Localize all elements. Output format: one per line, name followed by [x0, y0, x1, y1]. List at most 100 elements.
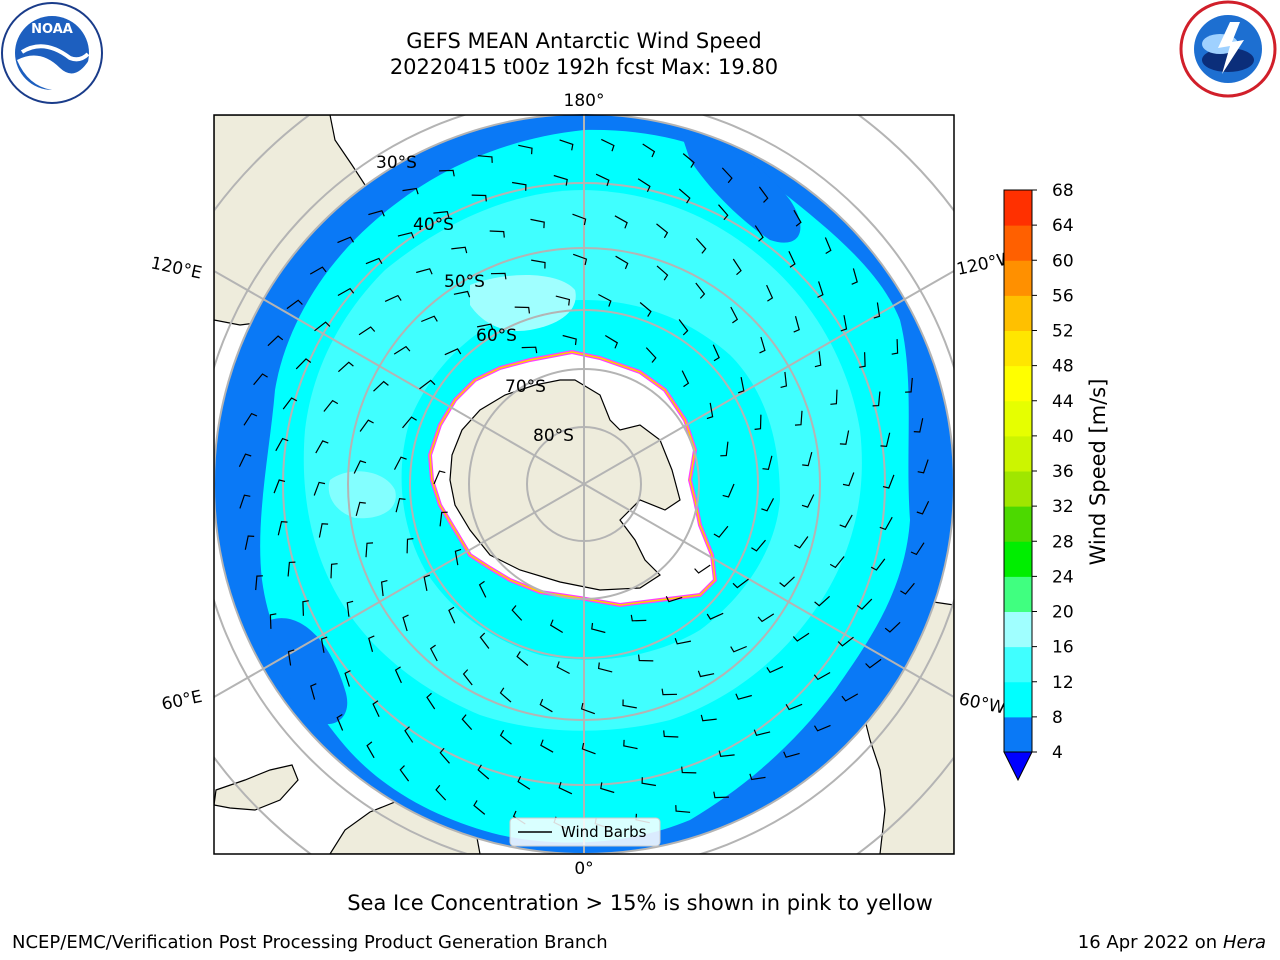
colorbar-tick-label: 12	[1052, 673, 1074, 693]
wind-barb	[645, 347, 657, 363]
wind-barb	[597, 662, 613, 673]
wind-barb	[462, 669, 473, 686]
colorbar-segment	[1004, 190, 1032, 226]
colorbar-under-arrow	[1003, 751, 1033, 782]
wind-barb	[706, 402, 714, 420]
wind-barb	[310, 683, 317, 700]
wind-barb	[539, 698, 553, 713]
colorbar-segment	[1004, 506, 1032, 542]
wind-barb	[323, 399, 339, 412]
wind-barb	[681, 766, 697, 774]
wind-barb	[891, 339, 899, 355]
wind-barb	[337, 287, 355, 297]
wind-barb	[794, 410, 803, 426]
wind-barb	[287, 649, 295, 666]
wind-barbs-legend: Wind Barbs	[509, 817, 661, 847]
wind-barb	[732, 258, 742, 276]
wind-barb	[451, 246, 468, 254]
wind-barb	[721, 167, 733, 184]
wind-barb	[540, 739, 554, 753]
wind-barb	[404, 726, 414, 743]
wind-barb	[824, 237, 832, 255]
wind-barb	[315, 440, 329, 454]
footer-branch: NCEP/EMC/Verification Post Processing Pr…	[12, 932, 608, 953]
wind-barb	[517, 775, 531, 790]
lat-label-70s: 70°S	[505, 377, 546, 397]
wind-barb	[426, 692, 436, 710]
colorbar-segment	[1004, 435, 1032, 472]
wind-barb	[553, 174, 568, 186]
colorbar-tick-label: 60	[1052, 251, 1074, 271]
nws-logo	[1179, 0, 1277, 98]
wind-barb	[313, 481, 326, 496]
wind-barb	[556, 661, 570, 675]
wind-barb	[802, 451, 813, 467]
wind-barb	[722, 483, 735, 498]
wind-barb	[365, 257, 383, 265]
wind-barb	[851, 268, 858, 285]
wind-barb	[712, 344, 720, 362]
wind-barb	[243, 412, 258, 426]
wind-barb	[873, 302, 881, 319]
wind-barb	[359, 419, 374, 432]
wind-barb	[402, 416, 417, 429]
wind-barb	[794, 536, 809, 549]
wind-barb	[766, 284, 774, 302]
wind-barb	[713, 525, 729, 538]
wind-barb	[678, 319, 689, 336]
colorbar-segment	[1004, 716, 1032, 753]
noaa-logo: NOAA	[1, 2, 103, 104]
wind-barb	[759, 336, 766, 354]
map-title: GEFS MEAN Antarctic Wind Speed	[406, 29, 762, 53]
wind-barb	[749, 773, 766, 781]
wind-barb	[238, 453, 252, 467]
wind-barb	[549, 619, 564, 634]
wind-barb	[830, 389, 838, 405]
wind-barb	[678, 188, 691, 204]
wind-barb	[275, 437, 289, 452]
wind-barb	[478, 580, 487, 598]
lon-label-0: 0°	[574, 859, 593, 879]
wind-barb	[754, 225, 764, 242]
wind-barb	[641, 777, 656, 787]
wind-barb	[282, 397, 298, 410]
wind-barb	[558, 781, 573, 795]
wind-barb	[314, 321, 331, 332]
colorbar-segment	[1004, 611, 1032, 648]
wind-barb	[393, 345, 411, 355]
wind-barb	[461, 714, 473, 731]
wind-barb	[900, 582, 915, 595]
wind-barb	[393, 456, 407, 470]
colorbar-tick-label: 64	[1052, 216, 1074, 236]
wind-barb	[253, 373, 268, 386]
colorbar-segment	[1004, 646, 1032, 683]
wind-barb	[758, 186, 769, 203]
wind-barb	[598, 293, 612, 307]
colorbar-segment	[1004, 365, 1032, 402]
wind-barb	[917, 459, 929, 474]
wind-barb	[471, 194, 487, 202]
wind-barb	[384, 294, 402, 302]
wind-barb	[642, 143, 656, 158]
wind-barb	[580, 702, 596, 715]
wind-barb	[656, 265, 669, 281]
colorbar-segment	[1004, 295, 1032, 331]
wind-barb	[637, 178, 651, 193]
wind-speed-field	[214, 114, 954, 854]
colorbar-tick-label: 32	[1052, 497, 1074, 517]
colorbar-segment	[1004, 260, 1032, 296]
landmass-madagascar	[214, 764, 299, 811]
lon-label-60w: 60°W	[957, 689, 1007, 718]
wind-barb	[406, 538, 414, 554]
wind-barb	[330, 563, 338, 579]
wind-barb	[601, 138, 615, 152]
wind-barb	[735, 693, 752, 700]
wind-barb	[255, 575, 263, 591]
wind-barb	[785, 703, 803, 711]
footer-host: Hera	[1222, 932, 1266, 953]
wind-barb	[358, 326, 376, 336]
wind-barb	[788, 251, 796, 268]
wind-barb	[840, 315, 848, 332]
wind-barb	[277, 520, 288, 536]
wind-barb	[320, 636, 328, 653]
